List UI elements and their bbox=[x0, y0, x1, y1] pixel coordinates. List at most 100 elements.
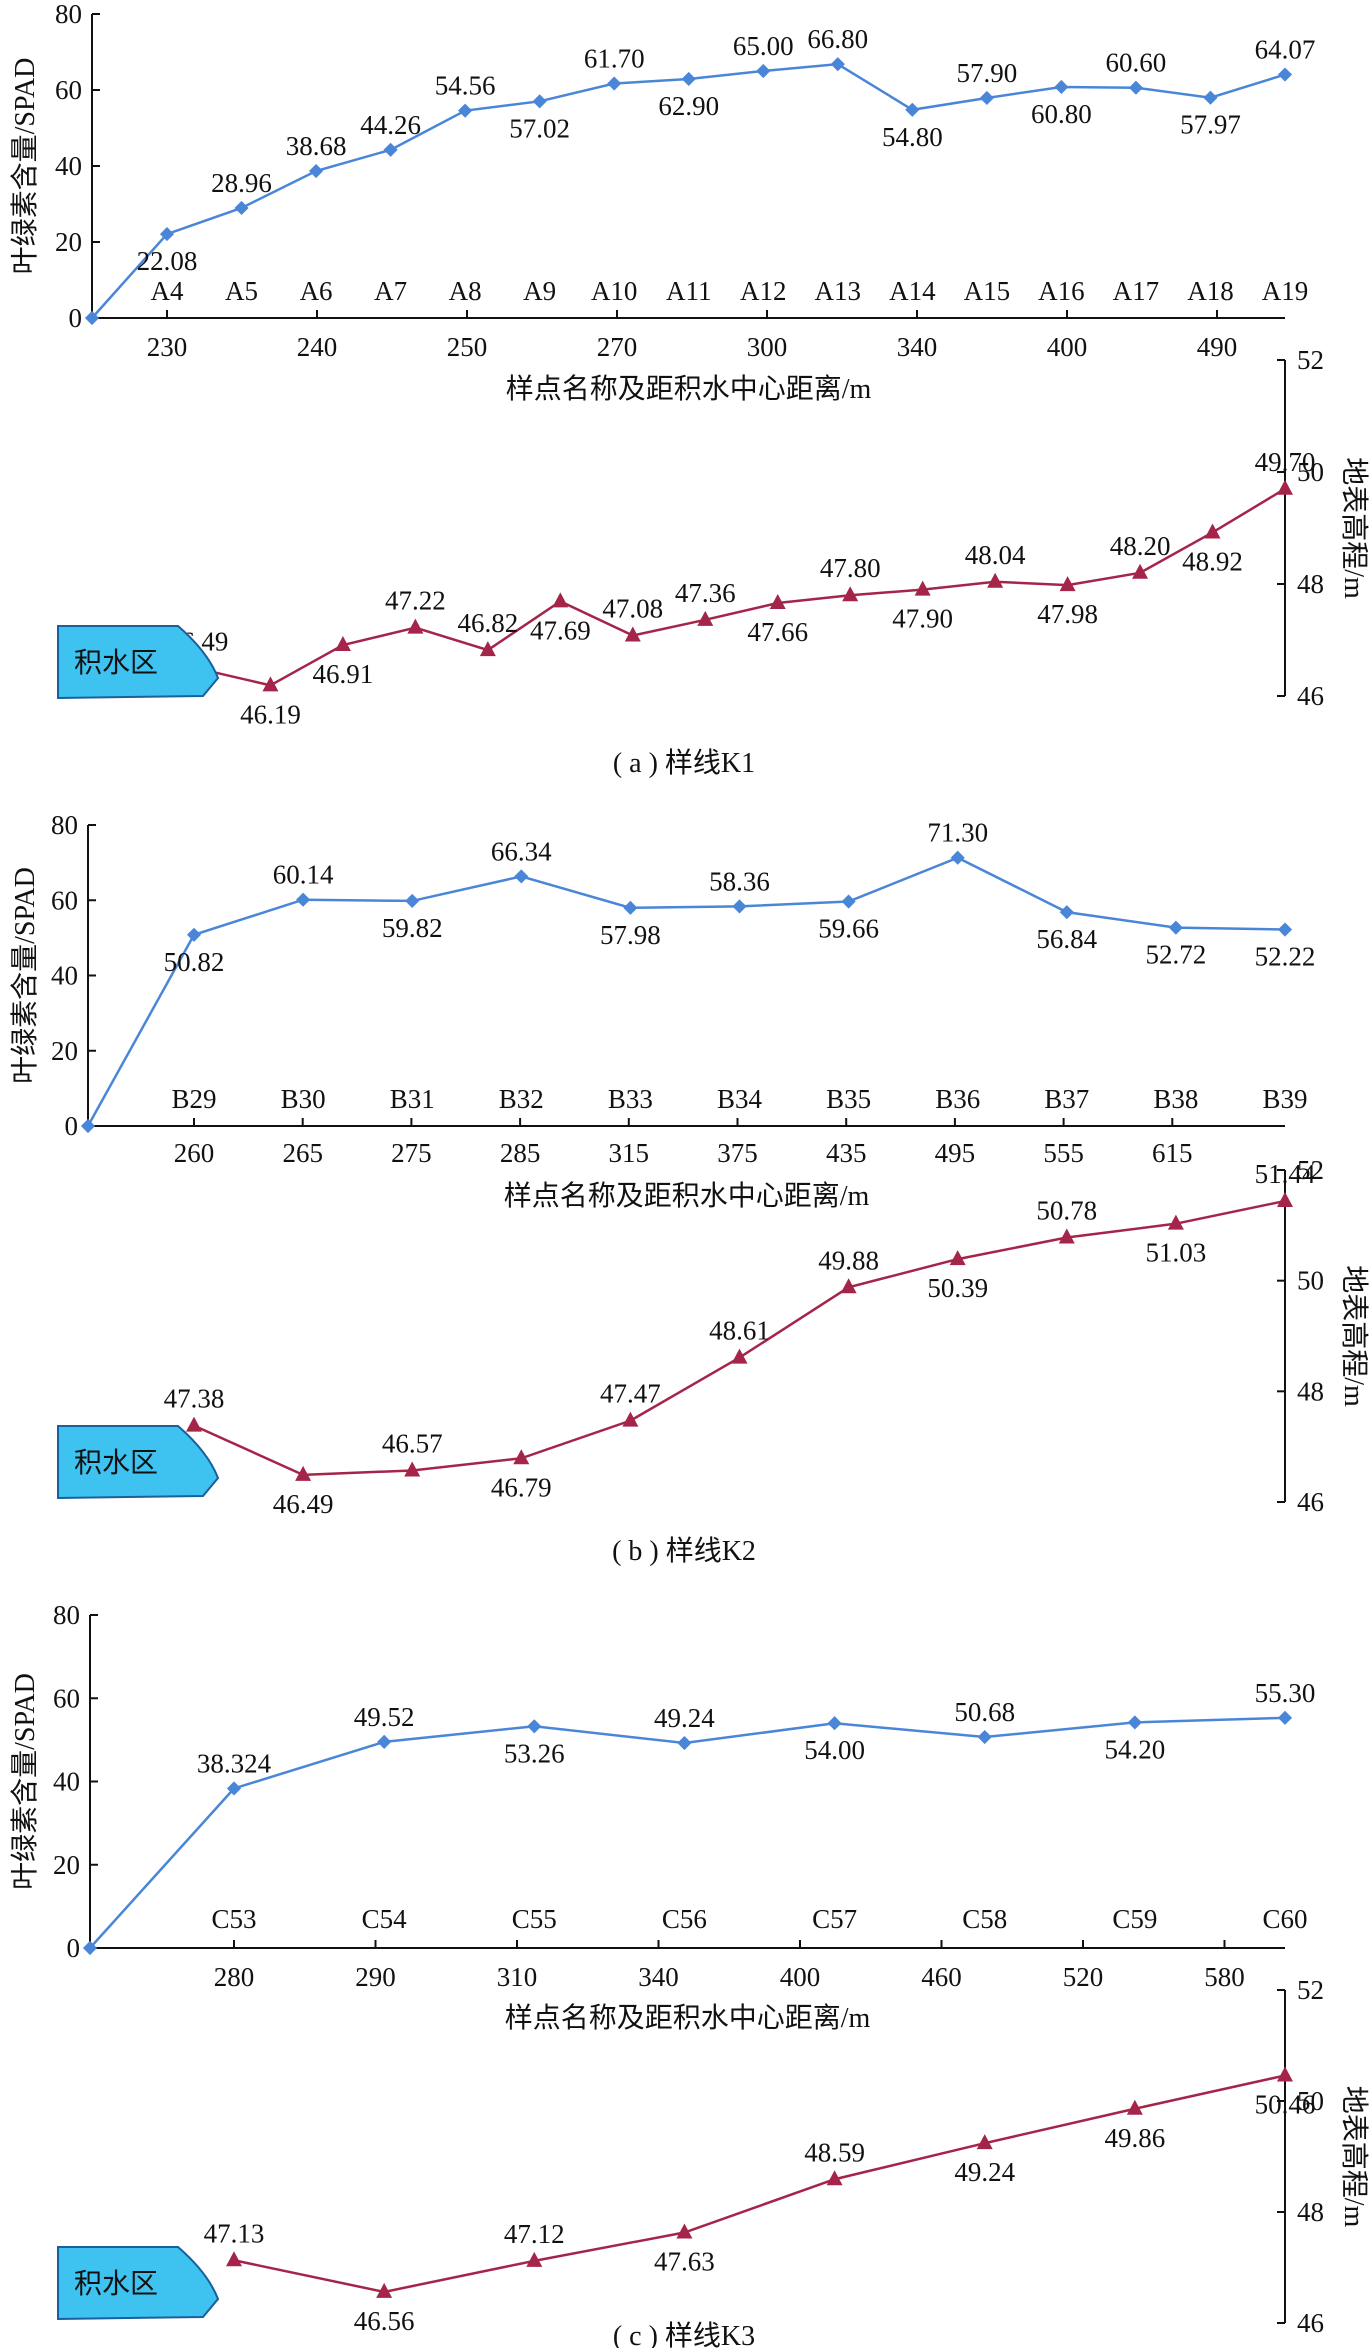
elevation-data-label: 48.04 bbox=[965, 540, 1026, 570]
x-distance-label: 460 bbox=[921, 1962, 962, 1992]
elevation-data-label: 47.80 bbox=[820, 553, 881, 583]
elevation-point bbox=[407, 618, 424, 634]
chlorophyll-data-label: 66.34 bbox=[491, 836, 552, 866]
elevation-point bbox=[624, 626, 641, 642]
left-y-tick-label: 40 bbox=[55, 151, 82, 181]
elevation-data-label: 47.13 bbox=[204, 2218, 265, 2248]
chlorophyll-data-label: 60.80 bbox=[1031, 99, 1092, 129]
chlorophyll-data-label: 60.14 bbox=[273, 860, 334, 890]
water-area-label: 积水区 bbox=[74, 1447, 158, 1479]
x-distance-label: 490 bbox=[1197, 332, 1238, 362]
site-label: A7 bbox=[374, 276, 407, 306]
x-distance-label: 280 bbox=[214, 1962, 255, 1992]
chlorophyll-point bbox=[756, 63, 771, 79]
chlorophyll-point bbox=[732, 899, 747, 914]
elevation-data-label: 50.39 bbox=[927, 1273, 988, 1303]
x-distance-label: 270 bbox=[597, 332, 638, 362]
chlorophyll-data-label: 59.82 bbox=[382, 913, 443, 943]
right-y-tick-label: 46 bbox=[1297, 2308, 1324, 2338]
elevation-data-label: 51.44 bbox=[1255, 1159, 1316, 1189]
site-label: C53 bbox=[211, 1904, 256, 1934]
x-axis-title: 样点名称及距积水中心距离/m bbox=[505, 2002, 871, 2034]
right-y-tick-label: 48 bbox=[1297, 2197, 1324, 2227]
x-distance-label: 340 bbox=[897, 332, 938, 362]
x-distance-label: 580 bbox=[1204, 1962, 1245, 1992]
left-y-tick-label: 40 bbox=[51, 961, 78, 991]
x-distance-label: 240 bbox=[297, 332, 338, 362]
x-distance-label: 285 bbox=[500, 1138, 541, 1168]
chlorophyll-point bbox=[159, 227, 175, 242]
right-y-tick-label: 46 bbox=[1297, 681, 1324, 711]
site-label: A5 bbox=[225, 276, 258, 306]
water-area-shape bbox=[57, 625, 220, 700]
elevation-data-label: 46.82 bbox=[457, 608, 518, 638]
site-label: A17 bbox=[1113, 276, 1160, 306]
chlorophyll-point bbox=[827, 1716, 842, 1731]
site-label: B34 bbox=[717, 1084, 763, 1114]
elevation-point bbox=[676, 2223, 693, 2239]
site-label: B29 bbox=[171, 1084, 216, 1114]
site-label: A13 bbox=[815, 276, 862, 306]
elevation-point bbox=[1277, 2066, 1293, 2082]
elevation-point bbox=[1167, 1214, 1184, 1230]
chlorophyll-data-label: 38.68 bbox=[286, 131, 347, 161]
elevation-point bbox=[842, 586, 859, 602]
right-y-tick-label: 48 bbox=[1297, 1376, 1324, 1406]
water-area-label: 积水区 bbox=[74, 2268, 158, 2300]
elevation-point bbox=[769, 594, 786, 610]
right-y-tick-label: 46 bbox=[1297, 1487, 1324, 1517]
chlorophyll-point bbox=[607, 76, 622, 91]
chlorophyll-point bbox=[841, 894, 856, 909]
elevation-point bbox=[1132, 563, 1149, 579]
left-y-tick-label: 0 bbox=[65, 1111, 79, 1141]
elevation-point bbox=[1204, 523, 1221, 539]
chlorophyll-point bbox=[527, 1719, 542, 1734]
x-distance-label: 250 bbox=[447, 332, 488, 362]
elevation-point bbox=[1126, 2099, 1143, 2115]
elevation-point bbox=[1277, 479, 1293, 495]
panel-caption: ( b ) 样线K2 bbox=[612, 1535, 756, 1567]
elevation-point bbox=[226, 2251, 242, 2267]
x-distance-label: 340 bbox=[638, 1962, 679, 1992]
chlorophyll-data-label: 52.22 bbox=[1255, 942, 1316, 972]
chlorophyll-data-label: 54.80 bbox=[882, 122, 943, 152]
elevation-data-label: 49.86 bbox=[1104, 2123, 1165, 2153]
right-y-tick-label: 50 bbox=[1297, 2086, 1324, 2116]
panel-b: 0 20 40 60 80 叶绿素含量/SPAD 260 265 275 285 315 375 435… bbox=[9, 810, 1369, 1567]
chlorophyll-data-label: 59.66 bbox=[818, 914, 879, 944]
left-y-tick-label: 0 bbox=[69, 303, 83, 333]
site-label: C57 bbox=[812, 1904, 857, 1934]
elevation-data-label: 48.20 bbox=[1110, 531, 1171, 561]
elevation-data-label: 50.46 bbox=[1255, 2089, 1316, 2119]
x-distance-label: 230 bbox=[147, 332, 188, 362]
elevation-data-label: 46.57 bbox=[382, 1428, 443, 1458]
chlorophyll-data-label: 54.00 bbox=[804, 1735, 865, 1765]
chlorophyll-point bbox=[1127, 1715, 1142, 1730]
elevation-data-label: 46.19 bbox=[240, 699, 301, 729]
chlorophyll-data-label: 53.26 bbox=[504, 1738, 565, 1768]
right-y-tick-label: 50 bbox=[1297, 457, 1324, 487]
chlorophyll-point bbox=[405, 893, 420, 908]
left-y-tick-label: 20 bbox=[53, 1850, 80, 1880]
chlorophyll-data-label: 28.96 bbox=[211, 168, 272, 198]
right-y-axis-title: 地表高程/m bbox=[1338, 457, 1369, 599]
elevation-line bbox=[197, 487, 1286, 687]
chlorophyll-point bbox=[226, 1781, 242, 1796]
elevation-data-label: 46.79 bbox=[491, 1472, 552, 1502]
panel-caption: ( c ) 样线K3 bbox=[613, 2320, 755, 2348]
x-distance-label: 265 bbox=[282, 1138, 323, 1168]
right-y-tick-label: 50 bbox=[1297, 1266, 1324, 1296]
chlorophyll-data-label: 57.02 bbox=[509, 113, 570, 143]
elevation-data-label: 50.78 bbox=[1036, 1196, 1097, 1226]
left-y-tick-label: 20 bbox=[55, 227, 82, 257]
right-y-tick-label: 48 bbox=[1297, 569, 1324, 599]
elevation-data-label: 51.03 bbox=[1146, 1238, 1207, 1268]
right-y-tick-label: 52 bbox=[1297, 345, 1324, 375]
chlorophyll-data-label: 44.26 bbox=[360, 110, 421, 140]
elevation-data-label: 48.61 bbox=[709, 1316, 770, 1346]
site-label: B35 bbox=[826, 1084, 871, 1114]
panel-caption: ( a ) 样线K1 bbox=[613, 747, 755, 779]
chlorophyll-point bbox=[186, 927, 202, 942]
site-label: A12 bbox=[740, 276, 787, 306]
left-y-tick-label: 60 bbox=[51, 885, 78, 915]
